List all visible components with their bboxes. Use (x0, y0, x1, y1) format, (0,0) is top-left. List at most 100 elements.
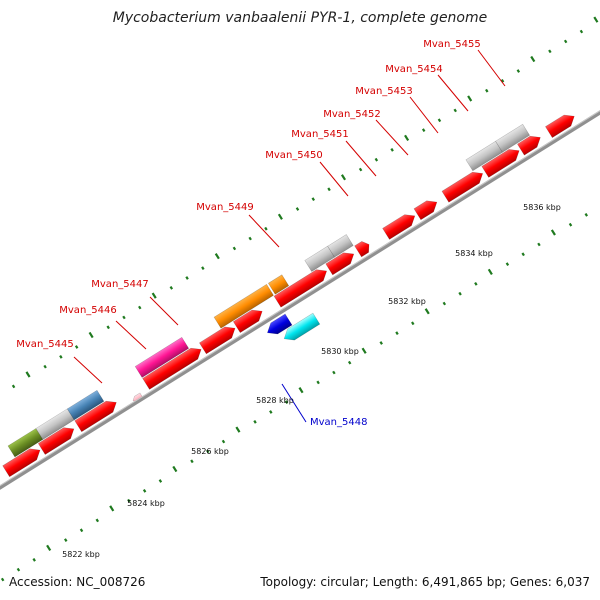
gene-feature (267, 274, 290, 295)
pseudogene (495, 123, 530, 153)
cds-forward (74, 400, 117, 433)
gene-label[interactable]: Mvan_5448 (310, 417, 367, 428)
cds-forward (354, 241, 370, 258)
cds-forward (2, 448, 41, 478)
tick-mark (151, 292, 157, 299)
cds-forward (441, 171, 484, 203)
scale-label: 5832 kbp (388, 297, 426, 306)
cds-forward (481, 149, 520, 178)
tick-mark (485, 88, 489, 93)
tick-mark (316, 380, 320, 385)
tick-mark (411, 321, 415, 326)
gene-label[interactable]: Mvan_5454 (385, 64, 442, 75)
scale-label: 5826 kbp (191, 447, 229, 456)
tick-mark (138, 305, 142, 310)
cds-forward (273, 269, 327, 308)
tick-mark (530, 55, 536, 63)
cds-forward (232, 309, 263, 333)
cds-forward (545, 114, 575, 138)
gene-label[interactable]: Mvan_5446 (59, 305, 116, 316)
gene-label[interactable]: Mvan_5449 (196, 202, 253, 213)
tick-mark (264, 226, 268, 231)
tick-mark (487, 268, 493, 276)
tick-mark (43, 364, 47, 369)
gene-leader-line (281, 383, 307, 423)
cds-forward (325, 252, 355, 276)
gene-leader-line (149, 296, 179, 326)
accession-text: Accession: NC_008726 (9, 575, 145, 589)
tick-mark (421, 128, 426, 133)
genome-info-text: Topology: circular; Length: 6,491,865 bp… (259, 575, 590, 589)
tick-mark (593, 16, 599, 23)
tick-mark (158, 479, 163, 483)
gene-label[interactable]: Mvan_5447 (91, 279, 148, 290)
tick-mark (437, 118, 442, 123)
gene-leader-line (437, 74, 469, 112)
tick-mark (248, 236, 252, 241)
tick-mark (277, 213, 283, 220)
gene-leader-line (409, 96, 439, 134)
tick-mark (311, 197, 315, 201)
tick-mark (340, 174, 347, 181)
genome-track (0, 16, 600, 582)
gene-label[interactable]: Mvan_5445 (16, 339, 73, 350)
tick-mark (0, 577, 5, 582)
tick-mark (122, 315, 126, 320)
cds-forward (517, 135, 541, 156)
tick-mark (284, 400, 289, 404)
tick-mark (379, 341, 383, 345)
tick-mark (442, 301, 447, 306)
gene-label[interactable]: Mvan_5453 (355, 86, 412, 97)
cds-forward (382, 214, 416, 240)
tick-mark (500, 79, 505, 83)
tick-mark (79, 528, 84, 533)
cds-forward (199, 326, 236, 355)
tick-mark (467, 95, 473, 102)
tick-mark (59, 354, 63, 359)
gene-leader-line (248, 214, 280, 248)
tick-mark (185, 276, 189, 280)
tick-mark (568, 222, 573, 227)
gene-feature (66, 389, 105, 421)
tick-mark (327, 187, 331, 192)
tick-mark (332, 370, 336, 375)
gene-feature-reverse (267, 313, 293, 335)
tick-mark (361, 347, 367, 354)
gene-label[interactable]: Mvan_5451 (291, 129, 348, 140)
tick-mark (74, 345, 79, 349)
tick-mark (232, 246, 237, 251)
scale-label: 5834 kbp (455, 249, 493, 258)
tick-mark (563, 39, 568, 44)
backbone-line (0, 75, 600, 525)
tick-mark (516, 69, 521, 73)
tick-mark (25, 371, 31, 378)
gene-labels: Mvan_5445 Mvan_5446 Mvan_5447 Mvan_5448 Mvan… (16, 39, 506, 428)
gene-label[interactable]: Mvan_5455 (423, 39, 480, 50)
tick-mark (550, 229, 556, 236)
tick-mark (395, 331, 399, 335)
tick-mark (298, 387, 304, 394)
tick-mark (106, 325, 110, 330)
tick-mark (579, 29, 584, 34)
pseudogene (327, 234, 354, 258)
tick-mark (521, 252, 525, 257)
scale-labels: 5822 kbp 5824 kbp 5826 kbp 5828 kbp 5830 kbp… (62, 203, 561, 559)
gene-leader-line (115, 320, 147, 350)
tick-mark (127, 498, 131, 503)
gene-label[interactable]: Mvan_5450 (265, 150, 322, 161)
tick-mark (169, 285, 174, 290)
tick-mark (205, 449, 210, 454)
tick-mark (235, 426, 241, 433)
gene-label[interactable]: Mvan_5452 (323, 109, 380, 120)
gene-feature (213, 283, 274, 329)
scale-label: 5828 kbp (256, 396, 294, 405)
tick-mark (374, 157, 379, 162)
tick-mark (201, 266, 205, 270)
scale-label: 5824 kbp (127, 499, 165, 508)
tick-mark (190, 459, 194, 464)
tick-mark (142, 488, 147, 493)
tick-mark (269, 410, 273, 414)
tick-mark (32, 557, 36, 562)
tick-mark (172, 465, 178, 473)
